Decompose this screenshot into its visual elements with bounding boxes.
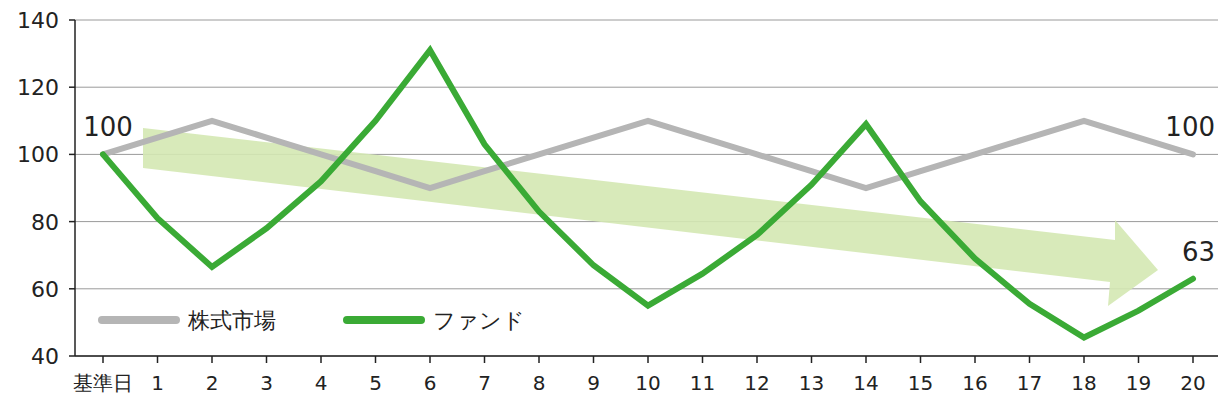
x-tick-label: 8 — [533, 371, 546, 395]
x-axis — [75, 355, 1218, 357]
legend-swatch — [347, 316, 421, 324]
y-tick — [69, 154, 75, 156]
x-tick-label: 15 — [908, 371, 933, 395]
series-line — [103, 50, 1193, 337]
x-tick — [756, 356, 758, 363]
x-tick-label: 2 — [206, 371, 219, 395]
x-tick-label: 基準日 — [73, 371, 133, 395]
x-tick-label: 5 — [369, 371, 382, 395]
x-tick — [157, 356, 159, 363]
x-tick-label: 6 — [424, 371, 437, 395]
x-tick-label: 11 — [690, 371, 715, 395]
x-tick-label: 14 — [853, 371, 878, 395]
x-tick-label: 1 — [151, 371, 164, 395]
y-tick — [69, 288, 75, 290]
x-tick-label: 16 — [962, 371, 987, 395]
x-tick-label: 20 — [1180, 371, 1205, 395]
x-tick — [484, 356, 486, 363]
annotation: 63 — [1182, 237, 1215, 267]
y-tick — [69, 86, 75, 88]
x-tick — [811, 356, 813, 363]
x-tick-label: 7 — [478, 371, 491, 395]
series-group — [103, 50, 1193, 337]
x-tick — [920, 356, 922, 363]
x-tick — [429, 356, 431, 363]
annotation: 100 — [83, 112, 133, 142]
y-axis — [74, 20, 76, 356]
trend-arrow — [143, 128, 1158, 306]
x-tick-label: 12 — [744, 371, 769, 395]
x-tick-label: 9 — [587, 371, 600, 395]
y-tick-label: 100 — [17, 142, 59, 167]
x-tick-label: 13 — [799, 371, 824, 395]
series-line — [103, 121, 1193, 188]
x-tick-label: 3 — [260, 371, 273, 395]
chart: 406080100120140基準日1234567891011121314151… — [0, 0, 1228, 416]
x-tick-label: 18 — [1071, 371, 1096, 395]
x-tick — [1192, 356, 1194, 363]
x-tick — [211, 356, 213, 363]
x-tick — [102, 356, 104, 363]
x-tick-label: 10 — [635, 371, 660, 395]
legend-swatch — [102, 316, 176, 324]
y-tick — [69, 221, 75, 223]
x-tick — [974, 356, 976, 363]
x-tick — [593, 356, 595, 363]
x-tick-label: 4 — [315, 371, 328, 395]
grid-line — [75, 356, 1218, 357]
grid-line — [75, 288, 1218, 289]
x-tick — [702, 356, 704, 363]
grid-line — [75, 87, 1218, 88]
y-tick-label: 80 — [31, 210, 59, 235]
legend: 株式市場 ファンド — [102, 308, 525, 333]
x-tick — [320, 356, 322, 363]
grid-line — [75, 20, 1218, 21]
legend-label: ファンド — [433, 308, 525, 333]
annotation: 100 — [1165, 112, 1215, 142]
x-tick-label: 19 — [1126, 371, 1151, 395]
y-tick-label: 60 — [31, 277, 59, 302]
x-tick-label: 17 — [1017, 371, 1042, 395]
x-tick — [375, 356, 377, 363]
y-tick — [69, 19, 75, 21]
x-tick — [1029, 356, 1031, 363]
x-tick — [538, 356, 540, 363]
y-tick-label: 140 — [17, 8, 59, 33]
legend-label: 株式市場 — [187, 308, 276, 333]
x-tick — [647, 356, 649, 363]
x-tick — [1083, 356, 1085, 363]
x-tick — [266, 356, 268, 363]
x-tick — [865, 356, 867, 363]
y-tick-label: 40 — [31, 344, 59, 369]
x-tick — [1138, 356, 1140, 363]
y-tick — [69, 355, 75, 357]
y-tick-label: 120 — [17, 75, 59, 100]
